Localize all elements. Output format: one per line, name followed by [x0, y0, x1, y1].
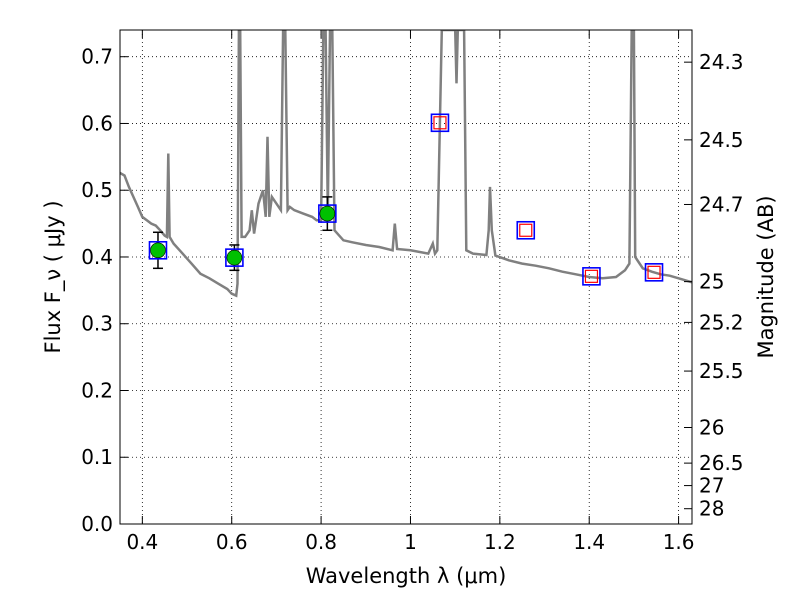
- y-axis-label: Flux F_ν ( μJy ): [41, 200, 66, 353]
- x-axis-label: Wavelength λ (μm): [306, 564, 507, 588]
- x-tick-label: 1.4: [573, 530, 605, 554]
- model-blue-square: [644, 263, 664, 282]
- y-tick-label: 0.4: [81, 245, 113, 269]
- x-tick-label: 0.8: [305, 530, 337, 554]
- tick-layer: 0.4 0.6 0.8 1 1.2 1.4 1.6 0.0 0.1 0.2 0.3 0.4 0.5 0.6…: [81, 30, 744, 554]
- right-tick-label: 24.5: [699, 128, 744, 152]
- y-tick-label: 0.2: [81, 378, 113, 402]
- spectrum-line: [120, 30, 692, 298]
- right-tick-label: 25.5: [699, 359, 744, 383]
- y-tick-label: 0.6: [81, 111, 113, 135]
- right-tick-label: 27: [699, 474, 724, 498]
- x-tick-label: 1.2: [484, 530, 516, 554]
- right-tick-label: 25: [699, 270, 724, 294]
- y-tick-label: 0.1: [81, 445, 113, 469]
- model-blue-square: [148, 240, 168, 260]
- data-layer: [120, 30, 692, 298]
- y-tick-label: 0.3: [81, 312, 113, 336]
- right-tick-label: 26.5: [699, 451, 744, 475]
- model-red-square: [519, 223, 533, 237]
- model-red-square: [584, 269, 599, 283]
- y-tick-label: 0.0: [81, 512, 113, 536]
- y-tick-label: 0.5: [81, 178, 113, 202]
- plot-frame: [119, 29, 693, 525]
- right-tick-label: 26: [699, 416, 724, 440]
- model-blue-square: [516, 220, 536, 240]
- model-blue-square: [430, 113, 450, 133]
- observed-point: [150, 242, 166, 259]
- right-tick-label: 24.3: [699, 50, 744, 74]
- right-tick-label: 28: [699, 497, 724, 521]
- y-tick-label: 0.7: [81, 45, 113, 69]
- model-blue-square: [318, 204, 337, 223]
- observed-point: [226, 249, 243, 266]
- x-tick-label: 0.4: [126, 530, 158, 554]
- model-blue-square: [225, 248, 244, 267]
- model-red-square: [433, 116, 447, 130]
- x-tick-label: 1.6: [663, 530, 695, 554]
- x-tick-label: 0.6: [216, 530, 248, 554]
- right-tick-label: 25.2: [699, 310, 744, 334]
- model-blue-square: [582, 267, 601, 286]
- right-axis-label: Magnitude (AB): [754, 195, 778, 358]
- observed-point: [319, 205, 336, 222]
- right-tick-label: 24.7: [699, 192, 744, 216]
- x-tick-label: 1: [404, 530, 417, 554]
- model-red-square: [647, 265, 661, 279]
